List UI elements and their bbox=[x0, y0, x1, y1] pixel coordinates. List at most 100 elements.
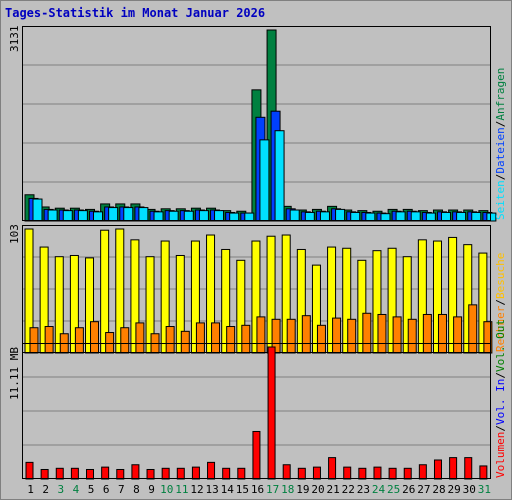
bar-rechner-day-15 bbox=[241, 324, 251, 354]
bar-seiten-day-9 bbox=[153, 211, 164, 222]
bar-rechner-day-28 bbox=[437, 313, 447, 354]
bar-seiten-day-22 bbox=[350, 211, 361, 222]
bar-seiten-day-25 bbox=[395, 211, 406, 222]
legend-separator: / bbox=[494, 120, 507, 128]
bar-rechner-day-13 bbox=[211, 322, 221, 354]
bar-seiten-day-8 bbox=[138, 207, 149, 222]
legend-seiten: Seiten bbox=[494, 180, 507, 220]
bar-seiten-day-24 bbox=[380, 213, 391, 222]
panel-1-border bbox=[22, 26, 491, 221]
bar-volumen-day-27 bbox=[418, 464, 427, 480]
bar-seiten-day-12 bbox=[198, 210, 209, 222]
legend-besuche: Besuche bbox=[494, 252, 507, 300]
bar-rechner-day-6 bbox=[105, 332, 115, 354]
bar-volumen-day-17 bbox=[267, 346, 276, 480]
bar-seiten-day-11 bbox=[183, 210, 194, 222]
bar-seiten-day-15 bbox=[244, 212, 255, 222]
x-tick-label-16: 16 bbox=[251, 483, 264, 496]
bar-seiten-day-13 bbox=[214, 210, 225, 222]
bar-rechner-day-18 bbox=[286, 318, 296, 354]
bar-seiten-day-16 bbox=[259, 139, 270, 222]
x-tick-label-17: 17 bbox=[266, 483, 279, 496]
bar-volumen-day-22 bbox=[343, 466, 352, 480]
bar-rechner-day-24 bbox=[377, 313, 387, 354]
bar-volumen-day-29 bbox=[449, 457, 458, 480]
legend-separator: / bbox=[494, 425, 507, 432]
x-tick-label-26: 26 bbox=[402, 483, 415, 496]
bar-volumen-day-9 bbox=[146, 468, 155, 480]
bar-volumen-day-28 bbox=[433, 459, 442, 480]
bar-rechner-day-1 bbox=[29, 327, 39, 354]
bar-volumen-day-7 bbox=[116, 468, 125, 480]
panel-2-ymax-label: 103 bbox=[8, 224, 21, 244]
bar-rechner-day-2 bbox=[44, 326, 54, 354]
bar-seiten-day-27 bbox=[425, 212, 436, 222]
x-tick-label-19: 19 bbox=[296, 483, 309, 496]
legend-separator: / bbox=[494, 299, 507, 306]
legend-separator: / bbox=[494, 173, 507, 181]
bar-seiten-day-30 bbox=[471, 211, 482, 222]
x-tick-label-12: 12 bbox=[190, 483, 203, 496]
bar-seiten-day-7 bbox=[123, 207, 134, 222]
bar-seiten-day-17 bbox=[274, 130, 285, 222]
bar-rechner-day-4 bbox=[74, 327, 84, 354]
bar-rechner-day-23 bbox=[362, 312, 372, 354]
bar-volumen-day-3 bbox=[55, 467, 64, 480]
bar-seiten-day-29 bbox=[456, 211, 467, 222]
x-tick-label-15: 15 bbox=[236, 483, 249, 496]
bar-rechner-day-10 bbox=[165, 326, 175, 354]
x-tick-label-2: 2 bbox=[42, 483, 49, 496]
x-tick-label-22: 22 bbox=[342, 483, 355, 496]
bar-volumen-day-21 bbox=[328, 457, 337, 480]
bar-volumen-day-31 bbox=[479, 465, 488, 480]
bar-volumen-day-8 bbox=[131, 464, 140, 480]
legend-vol-in: Vol. In bbox=[494, 378, 507, 426]
bar-volumen-day-23 bbox=[358, 467, 367, 480]
panel-1-legend: Seiten/Dateien/Anfragen bbox=[494, 68, 507, 220]
chart-title: Tages-Statistik im Monat Januar 2026 bbox=[5, 6, 266, 20]
legend-separator: / bbox=[494, 372, 507, 379]
x-tick-label-1: 1 bbox=[27, 483, 34, 496]
x-tick-label-5: 5 bbox=[88, 483, 95, 496]
bar-rechner-day-14 bbox=[226, 326, 236, 354]
legend-vol-out: Vol. Out bbox=[494, 319, 507, 373]
x-tick-label-31: 31 bbox=[478, 483, 491, 496]
x-tick-label-6: 6 bbox=[103, 483, 110, 496]
bar-volumen-day-16 bbox=[252, 430, 261, 480]
bar-seiten-day-21 bbox=[335, 208, 346, 222]
legend-volumen: Volumen bbox=[494, 431, 507, 478]
bar-rechner-day-19 bbox=[301, 315, 311, 354]
x-tick-label-28: 28 bbox=[432, 483, 445, 496]
bar-volumen-day-13 bbox=[207, 461, 216, 480]
bar-volumen-day-14 bbox=[222, 467, 231, 480]
bar-seiten-day-6 bbox=[108, 207, 119, 222]
bar-rechner-day-22 bbox=[347, 318, 357, 354]
x-tick-label-14: 14 bbox=[221, 483, 235, 496]
x-tick-label-8: 8 bbox=[133, 483, 140, 496]
x-tick-label-11: 11 bbox=[175, 483, 188, 496]
bar-seiten-day-26 bbox=[410, 211, 421, 222]
bar-rechner-day-20 bbox=[316, 324, 326, 354]
bar-volumen-day-30 bbox=[464, 457, 473, 480]
bar-volumen-day-12 bbox=[191, 466, 200, 480]
bar-rechner-day-7 bbox=[120, 327, 130, 354]
bar-rechner-day-25 bbox=[392, 316, 402, 354]
x-tick-label-25: 25 bbox=[387, 483, 400, 496]
bar-seiten-day-23 bbox=[365, 212, 376, 222]
bar-rechner-day-5 bbox=[90, 321, 100, 354]
bar-seiten-day-14 bbox=[229, 212, 240, 222]
bar-seiten-day-3 bbox=[62, 210, 73, 222]
x-tick-label-24: 24 bbox=[372, 483, 386, 496]
bar-rechner-day-26 bbox=[407, 318, 417, 354]
bar-seiten-day-20 bbox=[319, 211, 330, 222]
panel-3-legend: Volumen/Vol. In/Vol. Out bbox=[494, 319, 507, 478]
bar-volumen-day-24 bbox=[373, 466, 382, 480]
bar-rechner-day-16 bbox=[256, 316, 266, 354]
panel-3-border bbox=[22, 343, 491, 479]
bar-volumen-day-4 bbox=[70, 467, 79, 480]
x-tick-label-29: 29 bbox=[448, 483, 461, 496]
x-tick-label-9: 9 bbox=[148, 483, 155, 496]
bar-volumen-day-26 bbox=[403, 467, 412, 480]
